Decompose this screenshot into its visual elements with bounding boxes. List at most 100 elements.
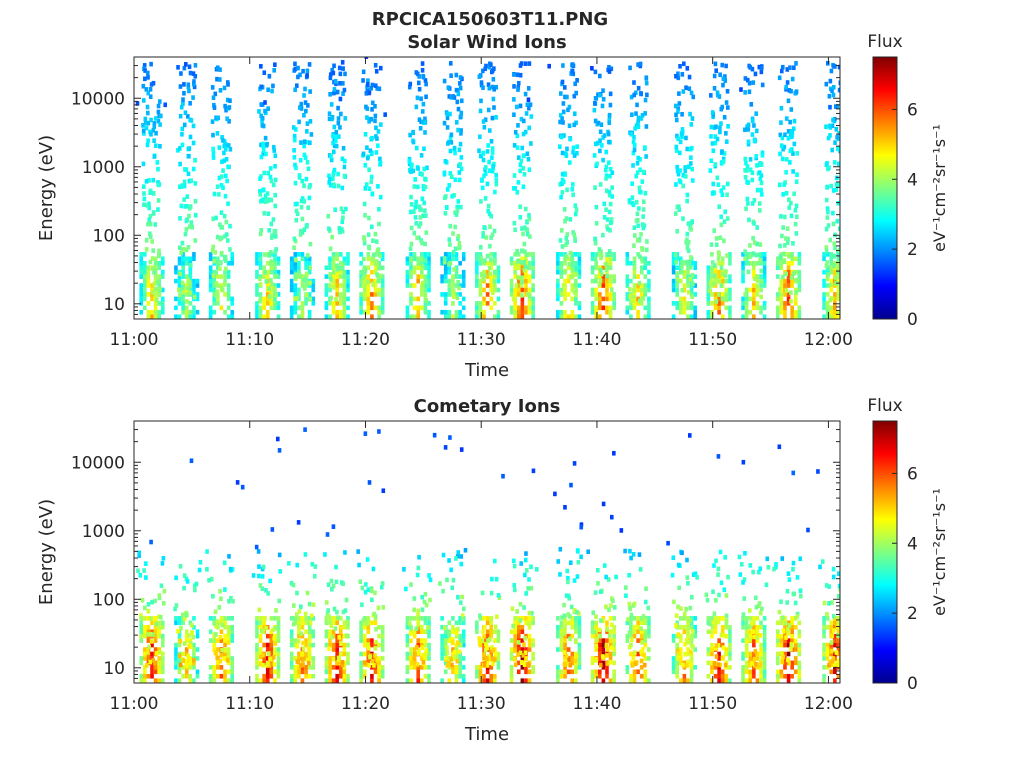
heatmap-cell: [427, 643, 431, 648]
heatmap-cell: [688, 260, 692, 265]
heatmap-cell: [372, 567, 376, 572]
heatmap-cell: [445, 656, 449, 661]
heatmap-cell: [647, 656, 651, 661]
heatmap-cell: [528, 634, 532, 639]
heatmap-cell: [381, 283, 385, 288]
heatmap-cell: [304, 155, 308, 160]
heatmap-cell: [776, 265, 780, 270]
heatmap-cell: [338, 81, 342, 86]
heatmap-cell: [417, 615, 421, 620]
colorbar-units-label: eV⁻¹cm⁻²sr⁻¹s⁻¹: [930, 124, 949, 252]
heatmap-cell: [151, 248, 155, 253]
heatmap-cell: [421, 61, 425, 66]
heatmap-cell: [343, 314, 347, 319]
heatmap-cell: [578, 616, 582, 621]
heatmap-cell: [381, 629, 385, 634]
heatmap-cell: [591, 674, 595, 679]
heatmap-cell: [517, 634, 521, 639]
heatmap-cell: [381, 297, 385, 302]
heatmap-cell: [416, 678, 420, 683]
heatmap-cell: [798, 288, 802, 293]
heatmap-cell: [572, 232, 576, 237]
heatmap-cell: [444, 310, 448, 315]
heatmap-cell: [375, 239, 379, 244]
heatmap-cell: [272, 68, 276, 73]
heatmap-cell: [710, 125, 714, 130]
heatmap-cell: [510, 288, 514, 293]
heatmap-cell: [340, 219, 344, 224]
heatmap-cell: [602, 97, 606, 102]
heatmap-cell: [562, 101, 566, 106]
heatmap-cell: [479, 245, 483, 250]
heatmap-cell: [516, 259, 520, 264]
heatmap-cell: [483, 226, 487, 231]
heatmap-cell: [379, 274, 383, 279]
heatmap-cell: [780, 265, 784, 270]
heatmap-cell: [269, 175, 273, 180]
heatmap-cell: [458, 314, 462, 319]
heatmap-cell: [453, 650, 457, 655]
heatmap-cell: [791, 77, 795, 82]
heatmap-cell: [578, 283, 582, 288]
heatmap-cell: [491, 116, 495, 121]
heatmap-cell: [224, 267, 228, 272]
panel-title: Cometary Ions: [414, 396, 561, 417]
heatmap-cell: [367, 310, 371, 315]
heatmap-cell: [346, 261, 350, 266]
heatmap-cell: [158, 182, 162, 187]
heatmap-cell: [725, 139, 729, 144]
heatmap-cell: [490, 139, 494, 144]
heatmap-cell: [609, 292, 613, 297]
heatmap-cell: [367, 288, 371, 293]
heatmap-cell: [832, 254, 836, 259]
heatmap-cell: [258, 608, 262, 613]
heatmap-cell: [448, 288, 452, 293]
heatmap-cell: [366, 557, 370, 562]
heatmap-cell: [458, 310, 462, 315]
heatmap-cell: [561, 63, 565, 68]
heatmap-cell: [609, 261, 613, 266]
heatmap-cell: [829, 305, 833, 310]
heatmap-cell: [416, 609, 420, 614]
heatmap-cell: [458, 665, 462, 670]
heatmap-cell: [185, 674, 189, 679]
heatmap-cell: [161, 643, 165, 648]
heatmap-cell: [482, 297, 486, 302]
heatmap-cell: [638, 254, 642, 259]
heatmap-cell: [591, 656, 595, 661]
heatmap-cell: [156, 167, 160, 172]
heatmap-cell: [676, 277, 680, 282]
heatmap-cell: [609, 616, 613, 621]
heatmap-cell: [290, 270, 294, 275]
heatmap-cell: [531, 274, 535, 279]
heatmap-cell: [759, 269, 763, 274]
heatmap-cell: [691, 294, 695, 299]
heatmap-cell: [563, 85, 567, 90]
heatmap-cell: [368, 91, 372, 96]
heatmap-cell: [741, 297, 745, 302]
heatmap-cell: [420, 678, 424, 683]
heatmap-cell: [143, 616, 147, 621]
heatmap-cell: [157, 261, 161, 266]
heatmap-cell: [690, 678, 694, 683]
heatmap-cell: [277, 616, 281, 621]
heatmap-cell: [185, 314, 189, 319]
heatmap-cell: [218, 589, 222, 594]
heatmap-cell: [174, 305, 178, 310]
heatmap-cell: [598, 647, 602, 652]
heatmap-cell: [600, 122, 604, 127]
heatmap-cell: [263, 616, 267, 621]
heatmap-cell: [209, 310, 213, 315]
heatmap-cell: [278, 569, 282, 574]
heatmap-cell: [840, 283, 844, 288]
heatmap-cell: [832, 241, 836, 246]
heatmap-cell: [578, 629, 582, 634]
heatmap-cell: [497, 629, 501, 634]
heatmap-cell: [595, 205, 599, 210]
heatmap-cell: [780, 106, 784, 111]
heatmap-cell: [409, 647, 413, 652]
heatmap-cell: [695, 575, 699, 580]
heatmap-cell: [367, 252, 371, 257]
heatmap-cell: [454, 246, 458, 251]
heatmap-cell: [335, 621, 339, 626]
